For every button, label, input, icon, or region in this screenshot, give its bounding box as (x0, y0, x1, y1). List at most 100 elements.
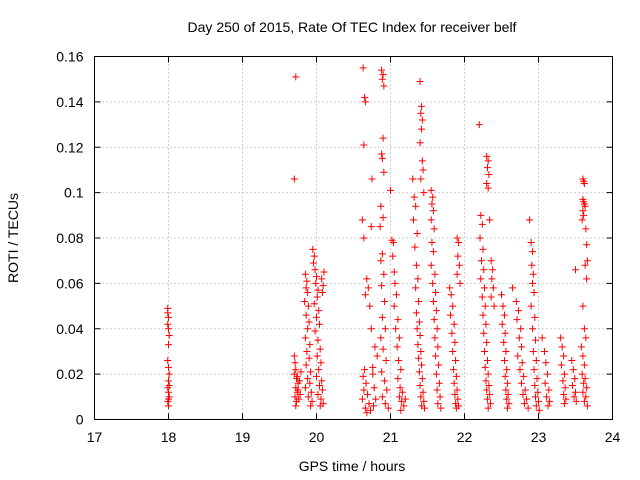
data-point (361, 366, 369, 374)
data-point (290, 352, 298, 360)
data-point (409, 175, 417, 183)
data-point (165, 313, 172, 321)
data-point (391, 279, 399, 287)
data-point (500, 311, 508, 319)
data-point (532, 357, 540, 365)
data-point (416, 139, 424, 147)
data-point (315, 381, 323, 389)
data-point (313, 293, 321, 301)
data-point (519, 391, 527, 399)
data-point (579, 388, 587, 396)
data-point (308, 397, 316, 405)
data-point (304, 325, 312, 333)
data-point (432, 288, 440, 296)
data-point (384, 404, 392, 412)
data-point (436, 393, 444, 401)
data-point (303, 277, 311, 285)
data-point (301, 298, 309, 306)
data-point (480, 284, 488, 292)
data-point (542, 359, 550, 367)
data-point (429, 207, 437, 215)
data-point (413, 229, 421, 237)
data-point (395, 357, 403, 365)
data-point (320, 268, 328, 276)
data-point (572, 266, 579, 274)
data-point (504, 391, 512, 399)
data-point (479, 311, 487, 319)
data-point (452, 372, 460, 380)
data-point (361, 98, 369, 106)
data-point (581, 202, 589, 210)
data-point (360, 141, 368, 149)
plot-frame (94, 56, 613, 420)
data-point (165, 381, 173, 389)
data-point (580, 361, 588, 369)
data-point (455, 261, 463, 269)
data-point (449, 366, 457, 374)
data-point (295, 377, 303, 385)
data-point (546, 397, 554, 405)
data-point (377, 334, 385, 342)
data-point (535, 397, 542, 405)
data-point (488, 275, 496, 283)
data-point (314, 336, 322, 344)
data-point (378, 75, 386, 83)
data-point (520, 400, 528, 408)
data-point (294, 386, 302, 394)
data-point (412, 309, 420, 317)
data-point (503, 395, 511, 403)
data-point (420, 397, 428, 405)
x-tick-label: 22 (457, 429, 473, 445)
data-point (451, 391, 459, 399)
data-point (526, 216, 534, 224)
data-point (361, 93, 369, 101)
data-point (417, 393, 425, 401)
data-point (582, 334, 590, 342)
data-point (450, 320, 458, 328)
data-point (540, 347, 548, 355)
data-point (414, 275, 422, 283)
data-point (398, 397, 406, 405)
data-point (449, 302, 457, 310)
data-point (389, 239, 397, 247)
data-point (485, 170, 493, 178)
data-point (380, 82, 388, 90)
data-point (379, 214, 387, 222)
data-point (307, 402, 315, 410)
data-point (317, 395, 325, 403)
data-point (543, 370, 551, 378)
data-point (318, 288, 326, 296)
data-point (486, 391, 494, 399)
data-point (577, 343, 585, 351)
data-point (314, 286, 322, 294)
data-point (562, 395, 570, 403)
data-point (545, 386, 553, 394)
data-point (486, 400, 494, 408)
data-point (316, 402, 324, 410)
data-point (484, 370, 492, 378)
data-point (415, 368, 423, 376)
data-point (368, 175, 376, 183)
data-point (164, 357, 172, 365)
data-point (310, 252, 318, 260)
data-point (446, 284, 454, 292)
data-point (317, 359, 325, 367)
data-point (410, 193, 418, 201)
data-point (498, 291, 505, 299)
data-point (165, 332, 173, 340)
data-point (486, 216, 494, 224)
data-point (453, 386, 461, 394)
data-point (446, 311, 454, 319)
data-point (568, 357, 576, 365)
data-point (416, 77, 424, 85)
data-point (377, 202, 385, 210)
data-point (484, 404, 492, 412)
y-tick-label: 0.16 (56, 49, 83, 65)
data-point (569, 366, 577, 374)
data-point (418, 375, 426, 383)
data-point (572, 388, 579, 396)
data-point (304, 288, 312, 296)
data-point (369, 370, 377, 378)
data-point (414, 341, 422, 349)
